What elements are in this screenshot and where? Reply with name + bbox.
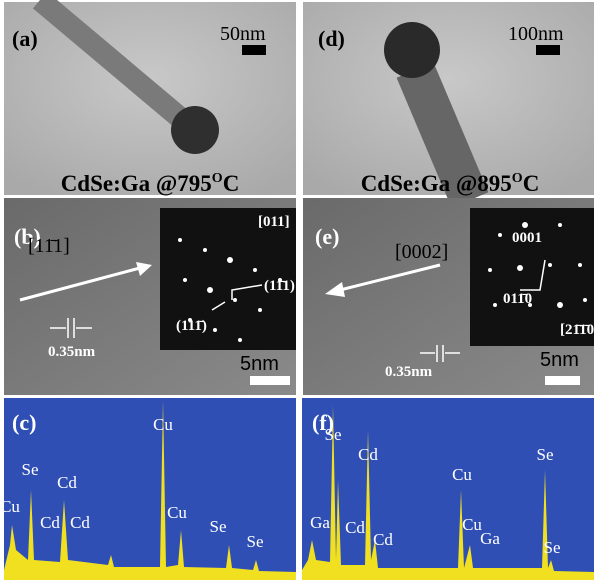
- spacing-label: 0.35nm: [385, 364, 433, 380]
- scale-bar: [536, 45, 560, 55]
- spacing-label: 0.35nm: [48, 344, 96, 360]
- scale-label: 5nm: [540, 349, 579, 371]
- scale-bar: [545, 376, 580, 385]
- peak-label: Cu: [167, 503, 187, 522]
- spot-label: (111̄): [176, 318, 207, 334]
- peak-label: Se: [544, 538, 561, 557]
- peak-label: Cd: [70, 513, 90, 532]
- zone-axis: [21̄1̄0]: [560, 322, 596, 338]
- peak-label: Cd: [373, 530, 393, 549]
- spot-label: 0001: [512, 230, 542, 246]
- scale-label: 100nm: [508, 23, 564, 45]
- peak-label: Se: [22, 460, 39, 479]
- peak-label: Cu: [153, 415, 173, 434]
- peak-label: Se: [210, 517, 227, 536]
- peak-label: Cu: [0, 497, 20, 516]
- panel-label: (d): [318, 26, 345, 51]
- peak-label: Cd: [345, 518, 365, 537]
- peak-label: Se: [247, 532, 264, 551]
- direction-label: [0002]: [395, 241, 448, 263]
- catalyst: [384, 22, 440, 78]
- peak-label: Se: [537, 445, 554, 464]
- scale-label: 5nm: [240, 353, 279, 375]
- peak-label: Cd: [40, 513, 60, 532]
- spot-label: 011̄0: [503, 291, 532, 307]
- peak-label: Se: [325, 425, 342, 444]
- zone-axis: [011]: [258, 214, 290, 230]
- figure: CdSe:Ga @795OC CdSe:Ga @895OC (a)50nm(d)…: [0, 0, 596, 585]
- peak-label: Cd: [358, 445, 378, 464]
- scale-bar: [250, 376, 290, 385]
- panel-c: [4, 398, 296, 580]
- direction-label: [11̄1]: [28, 235, 70, 257]
- panel-label: (e): [315, 224, 339, 249]
- peak-label: Ga: [480, 529, 500, 548]
- peak-label: Ga: [310, 513, 330, 532]
- peak-label: Cu: [452, 465, 472, 484]
- catalyst: [171, 106, 219, 154]
- panel-label: (a): [12, 26, 38, 51]
- peak-label: Cd: [57, 473, 77, 492]
- scale-label: 50nm: [220, 23, 266, 45]
- spot-label: (11̄1): [264, 278, 295, 294]
- scale-bar: [242, 45, 266, 55]
- panel-label: (c): [12, 410, 36, 435]
